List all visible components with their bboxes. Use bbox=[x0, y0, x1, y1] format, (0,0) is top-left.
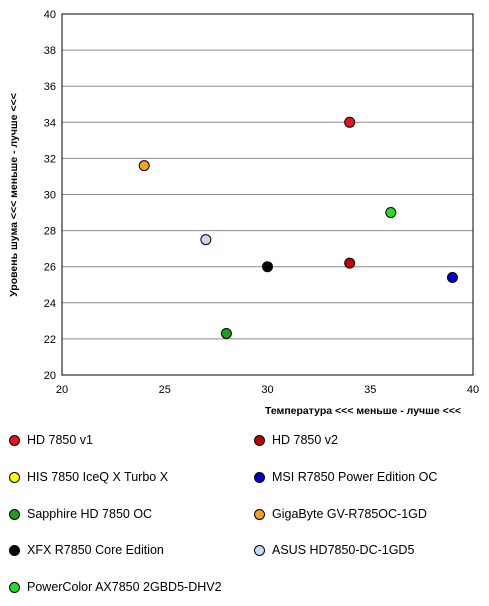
legend-marker bbox=[9, 581, 20, 593]
legend-marker bbox=[9, 544, 20, 556]
legend-marker bbox=[9, 471, 20, 483]
legend-label: MSI R7850 Power Edition OC bbox=[272, 470, 438, 484]
plot-area bbox=[61, 13, 474, 376]
y-tick-labels: 20 22 24 26 28 30 32 34 36 38 40 bbox=[44, 9, 56, 382]
y-tick-label: 36 bbox=[44, 81, 56, 93]
legend-label: HD 7850 v2 bbox=[272, 433, 339, 447]
y-tick-label: 40 bbox=[44, 9, 56, 21]
y-axis-title: Уровень шума <<< меньше - лучше <<< bbox=[8, 93, 20, 297]
legend-marker bbox=[9, 508, 20, 520]
x-tick-label: 35 bbox=[364, 384, 376, 396]
y-tick-label: 30 bbox=[44, 190, 56, 202]
legend-item: HD 7850 v1 bbox=[9, 431, 93, 449]
data-point bbox=[385, 207, 397, 219]
gridlines bbox=[62, 49, 473, 340]
legend-label: PowerColor AX7850 2GBD5-DHV2 bbox=[27, 580, 222, 594]
data-point bbox=[138, 160, 150, 172]
legend-marker bbox=[254, 508, 265, 520]
legend-item: HD 7850 v2 bbox=[254, 431, 338, 449]
legend-item: XFX R7850 Core Edition bbox=[9, 541, 164, 559]
legend-marker bbox=[254, 544, 265, 556]
y-tick-label: 28 bbox=[44, 226, 56, 238]
legend-label: Sapphire HD 7850 OC bbox=[27, 507, 153, 521]
legend-marker bbox=[254, 434, 265, 446]
legend-label: HIS 7850 IceQ X Turbo X bbox=[27, 470, 169, 484]
y-tick-label: 34 bbox=[44, 117, 56, 129]
data-point bbox=[200, 234, 212, 246]
data-point bbox=[344, 257, 356, 269]
data-point bbox=[262, 261, 273, 273]
legend-label: HD 7850 v1 bbox=[27, 433, 94, 447]
y-tick-label: 32 bbox=[44, 153, 56, 165]
data-point bbox=[446, 272, 458, 284]
legend-item: ASUS HD7850-DC-1GD5 bbox=[254, 541, 414, 559]
y-tick-label: 38 bbox=[44, 45, 56, 57]
x-tick-label: 25 bbox=[159, 384, 171, 396]
legend-label: ASUS HD7850-DC-1GD5 bbox=[272, 543, 415, 557]
legend-marker bbox=[9, 434, 20, 446]
legend-item: HIS 7850 IceQ X Turbo X bbox=[9, 468, 168, 486]
scatter-chart: 20 25 30 35 40 20 22 24 26 28 30 32 34 36 38 40 Темпер… bbox=[8, 9, 479, 417]
x-axis-title: Температура <<< меньше - лучше <<< bbox=[265, 405, 461, 417]
x-tick-labels: 20 25 30 35 40 bbox=[56, 384, 479, 396]
x-tick-label: 30 bbox=[261, 384, 273, 396]
legend-item: Sapphire HD 7850 OC bbox=[9, 505, 152, 523]
legend-marker bbox=[254, 471, 265, 483]
y-tick-label: 20 bbox=[44, 370, 56, 382]
y-tick-label: 22 bbox=[44, 334, 56, 346]
y-tick-label: 26 bbox=[44, 262, 56, 274]
legend-label: XFX R7850 Core Edition bbox=[27, 543, 164, 557]
legend-label: GigaByte GV-R785OC-1GD bbox=[272, 507, 427, 521]
legend-item: PowerColor AX7850 2GBD5-DHV2 bbox=[9, 578, 222, 596]
data-points bbox=[138, 116, 458, 339]
data-point bbox=[344, 116, 356, 128]
legend-item: GigaByte GV-R785OC-1GD bbox=[254, 505, 427, 523]
x-tick-label: 40 bbox=[467, 384, 479, 396]
legend-item: MSI R7850 Power Edition OC bbox=[254, 468, 437, 486]
x-tick-label: 20 bbox=[56, 384, 68, 396]
data-point bbox=[220, 327, 232, 339]
legend: HD 7850 v1 HD 7850 v2 HIS 7850 IceQ X Turb… bbox=[0, 430, 489, 606]
y-tick-label: 24 bbox=[44, 298, 56, 310]
